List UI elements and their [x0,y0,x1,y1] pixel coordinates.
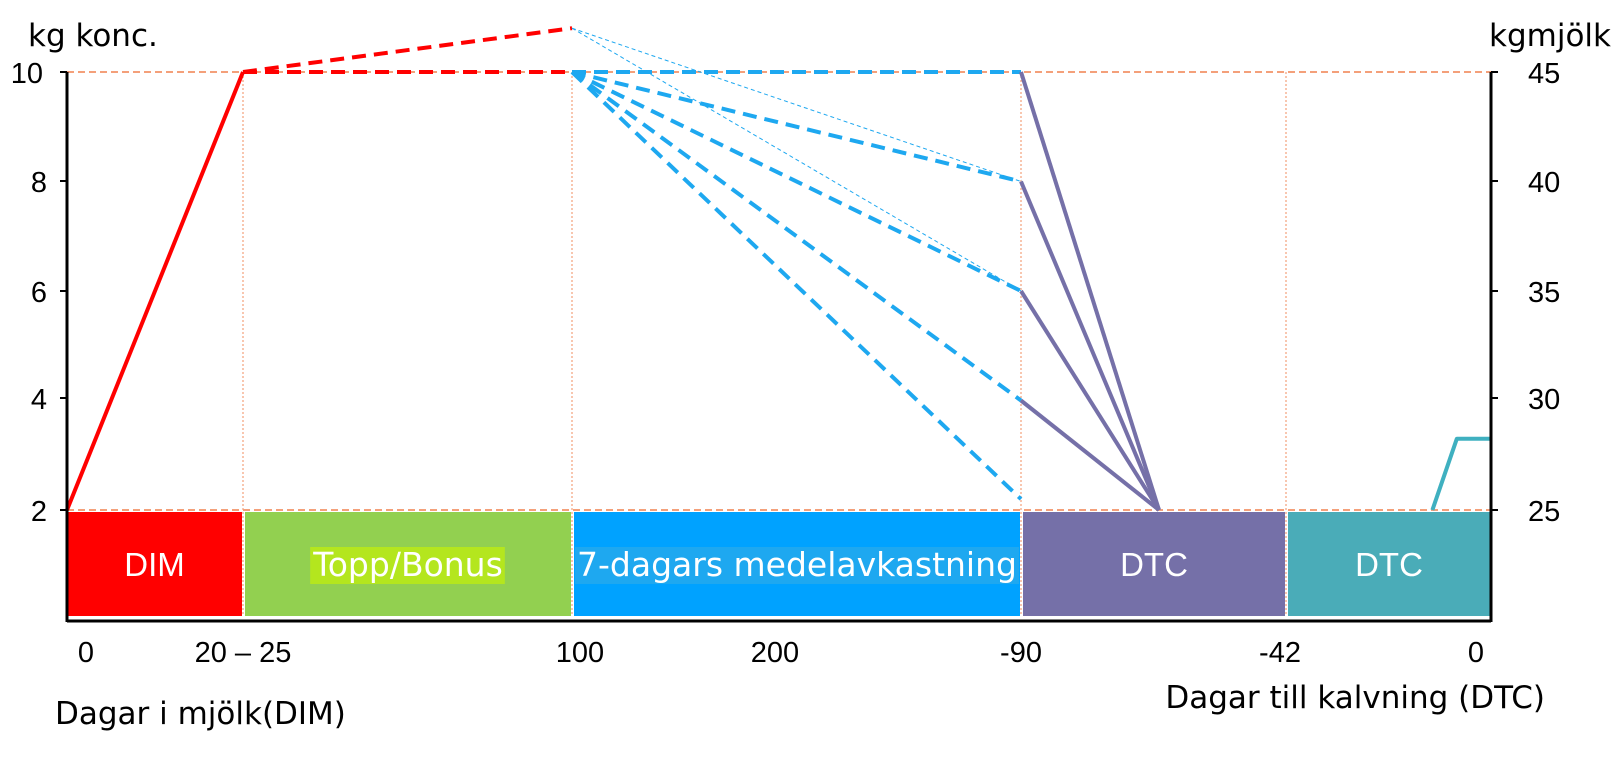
y-left-tick-label-3: 8 [31,167,47,199]
y-right-tick-label-3: 40 [1528,167,1560,199]
series-line-10 [1019,71,1161,511]
series-line-13 [1019,398,1161,512]
labels: kg konc. kgmjölk Dagar i mjölk(DIM) Daga… [28,18,1611,732]
series-line-4 [571,70,1022,184]
phase-label-4: DTC [1355,546,1423,583]
x-tick-label-3: 200 [751,637,799,669]
x-tick-label-2: 100 [556,637,604,669]
x-axis-label-dim: Dagar i mjölk(DIM) [55,696,346,732]
y-left-tick-label-0: 2 [31,496,47,528]
series-line-11 [1019,180,1161,511]
x-tick-label-6: 0 [1468,637,1484,669]
y-right-axis-label: kgmjölk [1489,18,1611,54]
phase-label-3: DTC [1120,546,1188,583]
phase-band-0 [67,512,242,616]
x-tick-label-0: 0 [78,637,94,669]
y-left-axis-label: kg konc. [28,18,158,54]
x-tick-label-5: -42 [1259,637,1301,669]
phase-label-1: Topp/Bonus [312,545,503,584]
y-left-tick-label-4: 10 [11,58,43,90]
x-axis-label-dtc: Dagar till kalvning (DTC) [1165,680,1545,716]
series-line-9 [571,27,1022,292]
series-lines [65,26,1491,512]
phase-label-bg-1 [310,547,505,584]
y-right-tick-label-0: 25 [1528,496,1560,528]
series-line-8 [571,27,1022,182]
x-tick-label-4: -90 [1000,637,1042,669]
y-right-tick-label-2: 35 [1528,277,1560,309]
series-line-5 [571,70,1022,293]
y-right-tick-label-4: 45 [1528,58,1560,90]
guide-lines [67,71,1491,616]
phase-bands: DIM Topp/Bonus 7-dagars medelavkastning DTC… [67,512,1490,616]
y-left-tick-label-2: 6 [31,277,47,309]
x-tick-label-1: 20 – 25 [195,637,292,669]
phase-label-0: DIM [124,546,185,583]
y-left-tick-label-1: 4 [31,384,47,416]
series-line-14 [1430,436,1491,511]
y-right-tick-label-1: 30 [1528,384,1560,416]
series-line-6 [570,70,1023,403]
series-line-2 [242,26,573,74]
series-line-7 [570,70,1023,501]
phase-label-2: 7-dagars medelavkastning [577,545,1017,584]
phase-band-3 [1023,512,1285,616]
phase-label-bg-2 [575,547,1019,584]
phase-band-4 [1288,512,1490,616]
axes: 2 4 6 8 10 25 30 35 40 45 0 20 – 25 100 200 -90 -42 0 [11,58,1561,669]
series-line-12 [1019,289,1161,512]
series-line-0 [65,71,245,511]
